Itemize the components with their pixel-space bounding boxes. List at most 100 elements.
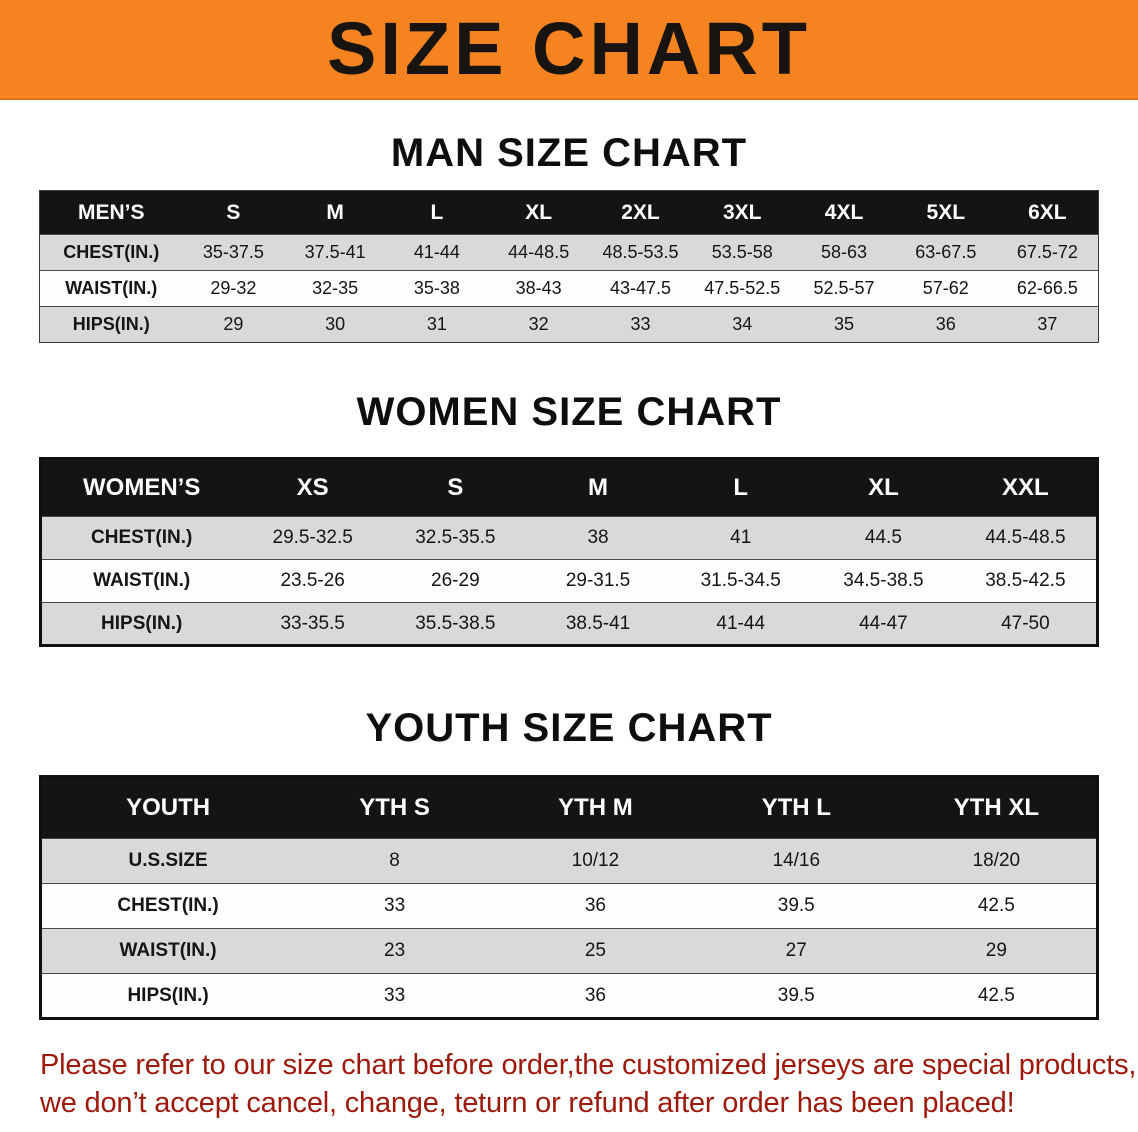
size-value-cell: 33: [294, 883, 495, 929]
row-label: WAIST(IN.): [40, 559, 242, 603]
size-value-cell: 32: [487, 306, 590, 343]
table-header-row: YOUTH YTH S YTH M YTH L YTH XL: [40, 776, 1098, 839]
size-value-cell: 29: [896, 928, 1098, 974]
size-value-cell: 35.5-38.5: [384, 602, 527, 646]
size-column-header: 3XL: [691, 190, 794, 235]
row-label: WAIST(IN.): [40, 928, 295, 974]
size-column-header: YTH S: [294, 776, 495, 839]
size-value-cell: 37.5-41: [284, 234, 387, 271]
table-header-label: WOMEN’S: [40, 458, 242, 517]
table-row: CHEST(IN.) 29.5-32.5 32.5-35.5 38 41 44.5 44.5…: [40, 516, 1098, 560]
size-value-cell: 27: [695, 928, 897, 974]
size-column-header: YTH L: [695, 776, 897, 839]
table-row: WAIST(IN.) 23 25 27 29: [40, 928, 1098, 974]
youth-section-heading: YOUTH SIZE CHART: [365, 706, 773, 750]
size-value-cell: 43-47.5: [589, 270, 692, 307]
size-column-header: YTH M: [495, 776, 696, 839]
size-value-cell: 38: [526, 516, 670, 560]
size-value-cell: 31: [386, 306, 488, 343]
size-column-header: 2XL: [589, 190, 692, 235]
men-size-table: MEN’S S M L XL 2XL 3XL 4XL 5XL 6XL CHEST(IN.) 35-37…: [39, 190, 1099, 343]
size-value-cell: 48.5-53.5: [589, 234, 692, 271]
size-value-cell: 32-35: [284, 270, 387, 307]
size-value-cell: 10/12: [495, 838, 696, 884]
size-value-cell: 29: [182, 306, 285, 343]
size-value-cell: 29-31.5: [526, 559, 670, 603]
table-row: HIPS(IN.) 33 36 39.5 42.5: [40, 973, 1098, 1019]
size-value-cell: 33-35.5: [241, 602, 385, 646]
size-column-header: YTH XL: [896, 776, 1098, 839]
size-value-cell: 47-50: [954, 602, 1098, 646]
table-header-label: MEN’S: [39, 190, 183, 235]
size-value-cell: 37: [996, 306, 1099, 343]
disclaimer: Please refer to our size chart before or…: [40, 1046, 1137, 1123]
size-value-cell: 44-48.5: [487, 234, 590, 271]
size-value-cell: 35: [793, 306, 895, 343]
size-value-cell: 41-44: [386, 234, 488, 271]
row-label: HIPS(IN.): [40, 602, 242, 646]
size-value-cell: 41-44: [669, 602, 813, 646]
size-value-cell: 31.5-34.5: [669, 559, 813, 603]
size-value-cell: 44-47: [812, 602, 955, 646]
size-value-cell: 52.5-57: [793, 270, 895, 307]
size-value-cell: 44.5-48.5: [954, 516, 1098, 560]
size-value-cell: 42.5: [896, 883, 1098, 929]
section-women: WOMEN SIZE CHART WOMEN’S XS S M L XL XXL CHEST(…: [0, 389, 1138, 647]
size-column-header: S: [182, 190, 285, 235]
page-title: SIZE CHART: [327, 7, 811, 90]
size-value-cell: 23.5-26: [241, 559, 385, 603]
size-column-header: L: [386, 190, 488, 235]
size-value-cell: 23: [294, 928, 495, 974]
women-section-heading: WOMEN SIZE CHART: [356, 390, 782, 434]
size-value-cell: 38-43: [487, 270, 590, 307]
size-value-cell: 33: [589, 306, 692, 343]
size-column-header: M: [526, 458, 670, 517]
table-row: WAIST(IN.) 29-32 32-35 35-38 38-43 43-47.5 47.…: [39, 270, 1099, 307]
table-row: CHEST(IN.) 35-37.5 37.5-41 41-44 44-48.5 48.5…: [39, 234, 1099, 271]
row-label: CHEST(IN.): [39, 234, 183, 271]
size-value-cell: 41: [669, 516, 813, 560]
size-value-cell: 18/20: [896, 838, 1098, 884]
row-label: WAIST(IN.): [39, 270, 183, 307]
size-column-header: 6XL: [996, 190, 1099, 235]
size-value-cell: 26-29: [384, 559, 527, 603]
size-value-cell: 39.5: [695, 883, 897, 929]
table-header-label: YOUTH: [40, 776, 295, 839]
table-row: HIPS(IN.) 33-35.5 35.5-38.5 38.5-41 41-44 44-…: [40, 602, 1098, 646]
size-value-cell: 36: [495, 883, 696, 929]
size-value-cell: 35-38: [386, 270, 488, 307]
size-value-cell: 58-63: [793, 234, 895, 271]
row-label: CHEST(IN.): [40, 516, 242, 560]
size-value-cell: 62-66.5: [996, 270, 1099, 307]
size-value-cell: 63-67.5: [894, 234, 997, 271]
table-row: U.S.SIZE 8 10/12 14/16 18/20: [40, 838, 1098, 884]
size-column-header: 4XL: [793, 190, 895, 235]
size-value-cell: 38.5-41: [526, 602, 670, 646]
section-men: MAN SIZE CHART MEN’S S M L XL 2XL 3XL 4XL 5XL 6XL…: [0, 130, 1138, 343]
banner: SIZE CHART: [0, 0, 1138, 100]
size-column-header: XXL: [954, 458, 1098, 517]
size-value-cell: 29-32: [182, 270, 285, 307]
size-value-cell: 67.5-72: [996, 234, 1099, 271]
size-value-cell: 33: [294, 973, 495, 1019]
size-value-cell: 57-62: [894, 270, 997, 307]
size-value-cell: 44.5: [812, 516, 955, 560]
women-size-table: WOMEN’S XS S M L XL XXL CHEST(IN.) 29.5-32.5 32.5…: [39, 457, 1099, 647]
disclaimer-line-1: Please refer to our size chart before or…: [40, 1049, 1137, 1081]
row-label: HIPS(IN.): [39, 306, 183, 343]
size-value-cell: 36: [894, 306, 997, 343]
table-header-row: MEN’S S M L XL 2XL 3XL 4XL 5XL 6XL: [39, 190, 1099, 235]
size-column-header: M: [284, 190, 387, 235]
size-value-cell: 34.5-38.5: [812, 559, 955, 603]
size-value-cell: 39.5: [695, 973, 897, 1019]
size-value-cell: 32.5-35.5: [384, 516, 527, 560]
disclaimer-line-2: we don’t accept cancel, change, teturn o…: [40, 1087, 1015, 1120]
row-label: CHEST(IN.): [40, 883, 295, 929]
size-value-cell: 8: [294, 838, 495, 884]
table-row: CHEST(IN.) 33 36 39.5 42.5: [40, 883, 1098, 929]
table-header-row: WOMEN’S XS S M L XL XXL: [40, 458, 1098, 517]
size-column-header: XL: [812, 458, 955, 517]
size-value-cell: 38.5-42.5: [954, 559, 1098, 603]
size-column-header: L: [669, 458, 813, 517]
